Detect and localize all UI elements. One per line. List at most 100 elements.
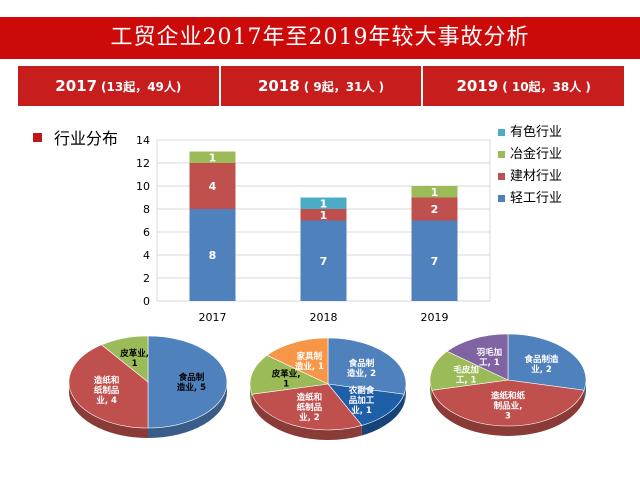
pie-slice-side (430, 380, 432, 401)
pie-slice (327, 383, 405, 426)
pie-label: 品加工 (349, 395, 375, 406)
pie-label: 家具制 (297, 351, 323, 362)
data-label: 7 (431, 255, 439, 268)
pie-slice-side (251, 394, 362, 440)
pie-label: 造业, 5 (177, 382, 206, 393)
legend-swatch (498, 129, 505, 136)
bar-segment (411, 186, 458, 198)
bar-segment (411, 197, 458, 221)
y-tick-label: 12 (136, 157, 150, 170)
pie-slice (266, 337, 329, 385)
pie-slice (446, 333, 509, 381)
data-label: 1 (320, 197, 328, 210)
pie-label: 工, 1 (479, 358, 500, 368)
pie-label: 3 (505, 411, 511, 421)
pie-slice-side (404, 384, 406, 405)
pie-slice (429, 350, 510, 391)
y-tick-label: 4 (143, 249, 150, 262)
data-label: 1 (209, 151, 217, 164)
legend-label: 有色行业 (510, 124, 562, 140)
year-cell-2018: 2018 ( 9起，31人 ) (220, 66, 424, 106)
x-tick-label: 2019 (421, 311, 449, 324)
pie-label: 纸制品 (297, 402, 323, 413)
pie-label: 食品制 (349, 358, 375, 369)
y-tick-label: 0 (143, 295, 150, 308)
pie-label: 纸制品 (94, 385, 120, 396)
data-label: 1 (431, 186, 439, 199)
legend-swatch (498, 151, 505, 158)
year-summary-bar: 2017 (13起，49人) 2018 ( 9起，31人 ) 2019 ( 10… (18, 66, 625, 106)
pie-slice (100, 335, 149, 383)
data-label: 1 (320, 209, 328, 222)
pie-slice (249, 354, 330, 395)
data-label: 7 (320, 255, 328, 268)
pie-label: 造纸和 (297, 392, 323, 403)
pie-label: 食品制造 (525, 354, 560, 365)
pie-label: 毛皮加 (453, 364, 479, 375)
pie-slice (147, 335, 228, 429)
legend-label: 建材行业 (510, 169, 562, 184)
pie-label: 1 (132, 359, 138, 369)
pie-label: 业, 2 (299, 412, 320, 423)
year-cell-2019: 2019 ( 10起，38人 ) (423, 66, 625, 106)
data-label: 4 (209, 180, 217, 193)
bar-segment (300, 197, 347, 209)
year-detail: ( 10起，38人 ) (502, 79, 591, 94)
data-label: 8 (209, 249, 217, 262)
section-label: 行业分布 (54, 129, 119, 148)
legend-label: 轻工行业 (510, 191, 562, 206)
y-tick-label: 14 (136, 134, 150, 147)
pie-slice (68, 344, 149, 429)
bullet-square-icon (33, 132, 42, 142)
x-tick-label: 2017 (199, 311, 227, 324)
y-tick-label: 6 (143, 226, 150, 239)
bar-segment (411, 220, 458, 301)
pie-label: 业, 4 (96, 395, 117, 406)
x-tick-label: 2018 (310, 311, 338, 324)
year-detail: ( 9起，31人 ) (303, 79, 385, 94)
pie-label: 制品业, (494, 400, 523, 411)
legend-label: 冶金行业 (510, 146, 562, 162)
section-heading: 行业分布 (33, 125, 118, 149)
pie-slice (431, 379, 585, 427)
pie-label: 1 (283, 379, 289, 389)
data-label: 2 (431, 203, 439, 216)
pie-label: 造纸和纸 (491, 390, 526, 401)
year-cell-2017: 2017 (13起，49人) (18, 66, 221, 106)
page-title: 工贸企业2017年至2019年较大事故分析 (0, 17, 640, 59)
bar-segment (300, 209, 347, 221)
y-tick-label: 8 (143, 203, 150, 216)
year-label: 2019 (456, 77, 499, 95)
pie-slice-side (250, 384, 252, 405)
pie-label: 皮革业, (271, 368, 301, 379)
pie-slice-side (361, 394, 405, 436)
year-detail: (13起，49人) (101, 79, 182, 94)
pie-slice (507, 333, 587, 391)
y-tick-label: 10 (136, 180, 150, 193)
pie-label: 造业, 2 (347, 368, 376, 379)
bar-segment (189, 163, 236, 209)
bar-segment (300, 220, 347, 301)
pie-label: 羽毛加 (477, 347, 503, 358)
pie-label: 食品制 (179, 372, 205, 383)
pie-label: 业, 1 (351, 405, 372, 416)
bar-segment (189, 151, 236, 163)
year-label: 2018 (257, 77, 300, 95)
y-tick-label: 2 (143, 272, 150, 285)
pie-slice (327, 337, 407, 395)
pie-label: 业, 2 (531, 364, 552, 375)
pie-label: 造纸和 (94, 375, 120, 386)
pie-label: 农副食 (348, 385, 375, 396)
pie-slice-side (584, 380, 586, 401)
legend-swatch (498, 173, 505, 180)
bar-segment (189, 209, 236, 301)
pie-slice (251, 383, 363, 431)
pie-label: 工, 1 (456, 375, 477, 385)
legend-swatch (498, 195, 505, 202)
year-label: 2017 (55, 77, 98, 95)
pie-slice-side (431, 390, 585, 436)
pie-label: 造业, 1 (295, 361, 324, 372)
